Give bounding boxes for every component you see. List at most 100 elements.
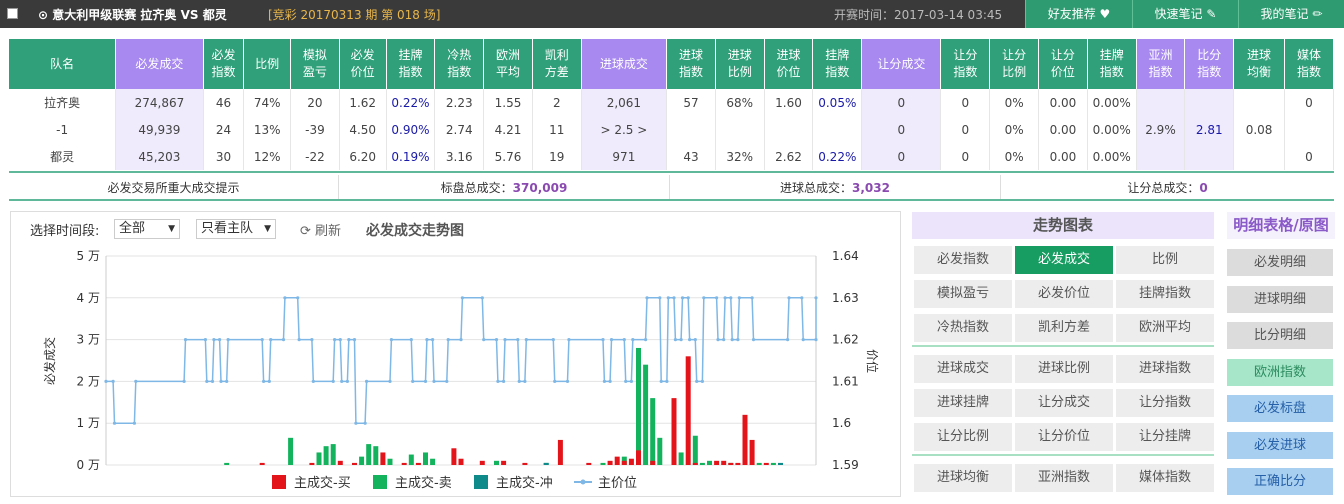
table-cell: -1 (9, 116, 117, 143)
sell-bar (756, 462, 762, 465)
price-point (260, 338, 264, 342)
price-point (814, 338, 818, 342)
price-point (281, 338, 286, 342)
trend-button[interactable]: 媒体指数 (1116, 464, 1214, 492)
trend-button[interactable]: 进球均衡 (914, 464, 1012, 492)
detail-button[interactable]: 比分明细 (1227, 322, 1333, 349)
legend-label: 主成交-买 (294, 475, 351, 491)
table-cell (1136, 143, 1186, 170)
price-point (814, 296, 818, 300)
price-point (736, 338, 740, 342)
pencil-icon: ✏ (1312, 7, 1323, 21)
edit-icon: ✎ (1206, 7, 1217, 21)
trade-trend-chart: 0 万1 万2 万3 万4 万5 万 1.591.61.611.621.631.… (42, 249, 880, 491)
legend-swatch-point (580, 479, 586, 485)
buy-bar (309, 462, 315, 465)
table-cell: 0% (989, 89, 1040, 116)
quick-notes-button[interactable]: 快速笔记 ✎ (1132, 0, 1238, 28)
trend-button[interactable]: 比例 (1116, 246, 1214, 274)
trend-button[interactable]: 凯利方差 (1015, 314, 1113, 342)
col-header: 冷热 指数 (434, 39, 485, 89)
trend-button[interactable]: 欧洲平均 (1116, 314, 1214, 342)
col-header: 挂牌 指数 (812, 39, 863, 89)
col-header: 凯利 方差 (532, 39, 582, 89)
table-cell: 274,867 (115, 89, 204, 116)
right-tick-label: 1.59 (832, 458, 859, 472)
detail-button[interactable]: 必发标盘 (1227, 395, 1333, 422)
price-point (134, 379, 138, 383)
price-point (644, 338, 648, 342)
sell-bar (600, 462, 606, 465)
table-cell: 12% (243, 143, 292, 170)
detail-button[interactable]: 正确比分 (1227, 468, 1333, 495)
group-divider (912, 345, 1214, 347)
price-point (132, 421, 136, 425)
trend-button[interactable]: 必发价位 (1015, 280, 1113, 308)
buy-bar (735, 462, 741, 465)
period-select[interactable]: 全部 ▼ (114, 219, 180, 239)
sell-bar (316, 452, 322, 465)
trend-button[interactable]: 模拟盈亏 (914, 280, 1012, 308)
price-point (715, 296, 719, 300)
detail-button[interactable]: 必发明细 (1227, 249, 1333, 276)
detail-button[interactable]: 进球明细 (1227, 285, 1333, 313)
trend-button[interactable]: 让分指数 (1116, 389, 1214, 417)
table-cell: 1.62 (339, 89, 387, 116)
team-select[interactable]: 只看主队 ▼ (196, 219, 276, 239)
legend-swatch (474, 475, 488, 489)
trend-button[interactable]: 进球挂牌 (914, 389, 1012, 417)
table-cell: 13% (243, 116, 292, 143)
trend-button[interactable]: 进球成交 (914, 355, 1012, 383)
trend-button[interactable]: 必发指数 (914, 246, 1012, 274)
sell-bar (770, 462, 776, 465)
detail-button[interactable]: 必发进球 (1227, 431, 1333, 459)
sell-bar (650, 398, 656, 465)
col-header: 让分 价位 (1038, 39, 1088, 89)
table-cell: 0 (1284, 89, 1335, 116)
col-header: 队名 (9, 39, 117, 89)
col-header: 让分成交 (861, 39, 942, 89)
trend-button[interactable]: 进球指数 (1116, 355, 1214, 383)
my-notes-label: 我的笔记 (1260, 7, 1309, 21)
price-point (494, 338, 499, 342)
price-point (496, 379, 500, 383)
price-point (624, 379, 628, 383)
trend-button[interactable]: 亚洲指数 (1015, 464, 1113, 492)
refresh-button[interactable]: ⟳ 刷新 (300, 220, 341, 240)
buy-bar (742, 414, 748, 465)
trend-button[interactable]: 让分价位 (1015, 423, 1113, 451)
price-point (686, 296, 690, 300)
col-header: 进球 均衡 (1233, 39, 1285, 89)
trend-button[interactable]: 进球比例 (1015, 355, 1113, 383)
dropdown-arrow-icon: ▼ (264, 224, 271, 234)
table-cell: 32% (715, 143, 765, 170)
trend-button[interactable]: 让分成交 (1015, 389, 1113, 417)
main-total: 标盘总成交：370,009 (339, 179, 669, 196)
trend-button[interactable]: 冷热指数 (914, 314, 1012, 342)
my-notes-button[interactable]: 我的笔记 ✏ (1238, 0, 1344, 28)
trend-button[interactable]: 挂牌指数 (1116, 280, 1214, 308)
sell-bar (707, 460, 712, 465)
legend-swatch (272, 475, 286, 489)
trend-button[interactable]: 让分比例 (914, 423, 1012, 451)
detail-button[interactable]: 欧洲指数 (1227, 358, 1333, 386)
trend-button[interactable]: 让分挂牌 (1116, 423, 1214, 451)
table-cell: 0.00 (1038, 143, 1088, 170)
sell-bar (330, 444, 336, 465)
buy-bar (628, 458, 634, 465)
price-point (219, 379, 223, 383)
col-header: 必发 价位 (339, 39, 387, 89)
price-point (517, 379, 521, 383)
friend-recommend-button[interactable]: 好友推荐 ♥ (1025, 0, 1132, 28)
buy-bar (763, 462, 769, 465)
buy-bar (337, 460, 343, 465)
flush-bar (778, 462, 783, 465)
price-point (786, 338, 790, 342)
main-total-label: 标盘总成交： (440, 181, 513, 195)
select-checkbox[interactable] (7, 8, 18, 19)
trend-button[interactable]: 必发成交 (1015, 246, 1113, 274)
right-tick-label: 1.62 (832, 333, 859, 347)
price-point (226, 338, 230, 342)
price-point (787, 296, 791, 300)
table-cell: 0.22% (812, 143, 863, 170)
